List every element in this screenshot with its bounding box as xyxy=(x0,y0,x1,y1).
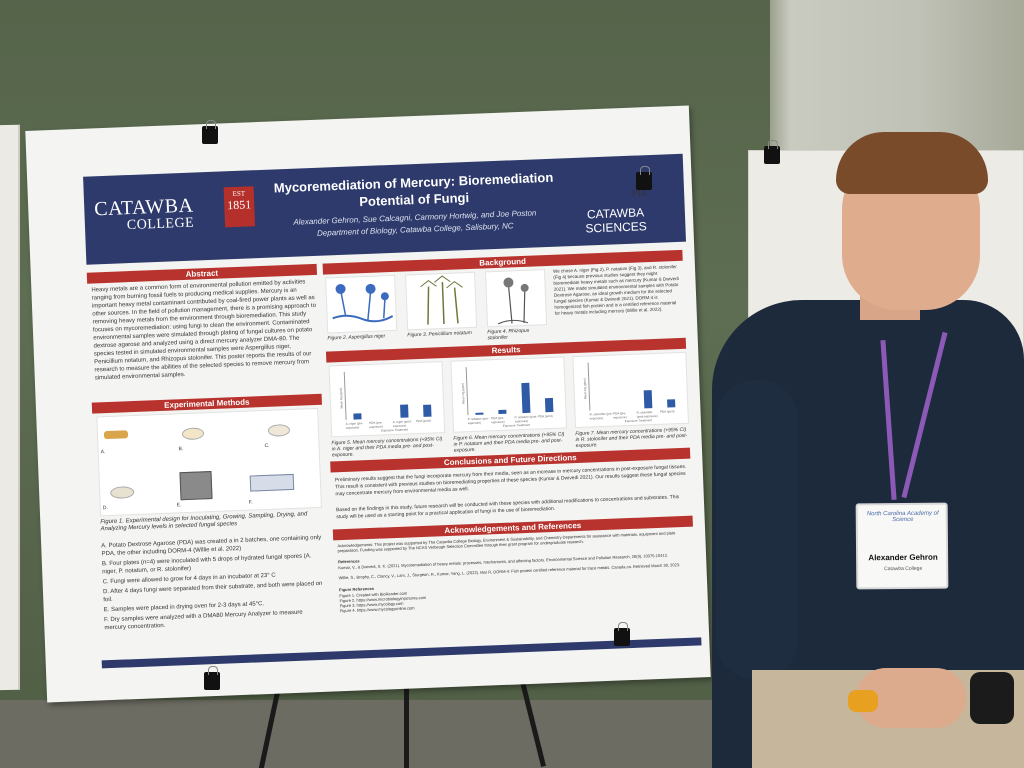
college-logo: CATAWBA COLLEGE xyxy=(94,195,195,236)
est-year: 1851 xyxy=(226,197,252,213)
chart-y-axis-label: Mean Hg (ppm) xyxy=(582,378,588,400)
chart-category-label: R. stolonifer (pre-exposure) xyxy=(589,411,613,421)
chart-bar xyxy=(498,410,507,414)
chart-category-label: A. niger (pre-exposure) xyxy=(345,421,364,430)
chart-category-label: PDA (post) xyxy=(538,413,553,419)
step-label-b: B. xyxy=(178,446,184,453)
step-label-e: E. xyxy=(176,502,182,509)
est-badge: EST 1851 xyxy=(223,186,256,228)
chart-bar xyxy=(475,412,484,415)
chart-bar xyxy=(545,397,554,413)
methods-list: A. Potato Dextrose Agarose (PDA) was cre… xyxy=(101,534,326,634)
chart-x-axis-label: Exposure Treatment xyxy=(380,427,409,433)
chart-bar xyxy=(423,404,432,417)
figure-6-caption: Figure 6. Mean mercury concentrations (+… xyxy=(453,431,565,454)
fungus-illustration xyxy=(332,283,394,323)
foil-sample-icon xyxy=(109,486,135,499)
chart-y-axis xyxy=(465,367,469,416)
sciences-line2: SCIENCES xyxy=(585,219,648,236)
badge-org: Catawba College xyxy=(884,565,923,573)
name-badge: North Carolina Academy of Science Alexan… xyxy=(855,502,949,590)
figure-4-caption: Figure 4. Rhizopus stolonifer xyxy=(487,327,530,342)
chart-x-axis-label: Exposure Treatment xyxy=(624,418,652,424)
bracelet xyxy=(848,690,878,712)
binder-clip xyxy=(764,140,780,164)
chart-y-axis xyxy=(587,362,591,411)
fungus-illustration xyxy=(420,275,463,325)
petri-dish-icon xyxy=(267,424,291,437)
chart-category-label: PDA (post) xyxy=(659,409,675,414)
drying-oven-icon xyxy=(179,471,213,501)
binder-clip xyxy=(636,166,652,190)
booth-number: P19 xyxy=(632,189,647,198)
figure-3-caption: Figure 3. Penicillium notatum xyxy=(407,329,472,339)
badge-name: Alexander Gehron xyxy=(868,552,938,563)
figure-7-caption: Figure 7. Mean mercury concentrations (+… xyxy=(575,426,688,450)
person-arm xyxy=(716,380,798,680)
binder-clip xyxy=(614,622,630,646)
badge-org-logo: North Carolina Academy of Science xyxy=(866,510,939,524)
chart-category-label: PDA (post) xyxy=(416,418,431,424)
step-label-c: C. xyxy=(264,442,270,450)
petri-dish-icon xyxy=(181,427,205,441)
binder-clip xyxy=(204,666,220,690)
chart-y-axis-label: Mean Hg (ppm) xyxy=(460,382,466,404)
mercury-analyzer-icon xyxy=(249,473,295,492)
background-text: We chose A. niger (Fig 2), P. notatum (F… xyxy=(552,264,679,316)
wristwatch xyxy=(970,672,1014,724)
flask-icon xyxy=(103,430,129,440)
step-label-f: F. xyxy=(248,499,253,506)
figure-6-chart: P. notatum (pre-exposure) PDA (pre-exposu… xyxy=(450,356,568,433)
chart-x-axis-label: Exposure Treatment xyxy=(502,422,531,428)
poster-footer-bar xyxy=(101,637,702,669)
neighbor-poster-board-left xyxy=(0,124,20,691)
figure-7-chart: R. stolonifer (pre-exposure) PDA (pre-exp… xyxy=(572,351,689,429)
chart-y-axis xyxy=(343,371,347,420)
chart-bar xyxy=(667,398,676,408)
poster-content: CATAWBA COLLEGE EST 1851 Mycoremediation… xyxy=(83,153,702,677)
figure-2-image xyxy=(325,274,398,334)
research-poster: CATAWBA COLLEGE EST 1851 Mycoremediation… xyxy=(25,105,711,703)
poster-title: Mycoremediation of Mercury: Bioremediati… xyxy=(273,169,554,210)
figure-1-diagram: A. B. C. D. E. F. xyxy=(96,407,322,517)
chart-bar xyxy=(399,404,409,418)
binder-clip xyxy=(202,120,218,144)
sciences-logo: CATAWBA SCIENCES xyxy=(585,205,647,235)
step-label-a: A. xyxy=(100,449,106,456)
chart-category-label: P. notatum (pre-exposure) xyxy=(467,416,490,426)
figure-2-caption: Figure 2. Aspergillus niger xyxy=(327,333,386,342)
figure-5-chart: A. niger (pre-exposure) PDA (pre-exposure… xyxy=(328,361,446,438)
fungus-illustration xyxy=(497,277,529,325)
poster-header: CATAWBA COLLEGE EST 1851 Mycoremediation… xyxy=(83,153,687,265)
chart-bar xyxy=(643,390,653,409)
chart-bar xyxy=(352,413,362,420)
person-hair xyxy=(836,132,988,194)
chart-bar xyxy=(520,382,531,414)
easel-leg-center xyxy=(404,660,409,768)
chart-y-axis-label: Mean Hg (ppm) xyxy=(338,387,344,409)
abstract-text: Heavy metals are a common form of enviro… xyxy=(91,279,317,382)
figure-4-image xyxy=(484,269,548,328)
step-label-d: D. xyxy=(102,505,108,512)
figure-3-image xyxy=(405,271,478,331)
figure-5-caption: Figure 5. Mean mercury concentrations (+… xyxy=(331,436,443,459)
